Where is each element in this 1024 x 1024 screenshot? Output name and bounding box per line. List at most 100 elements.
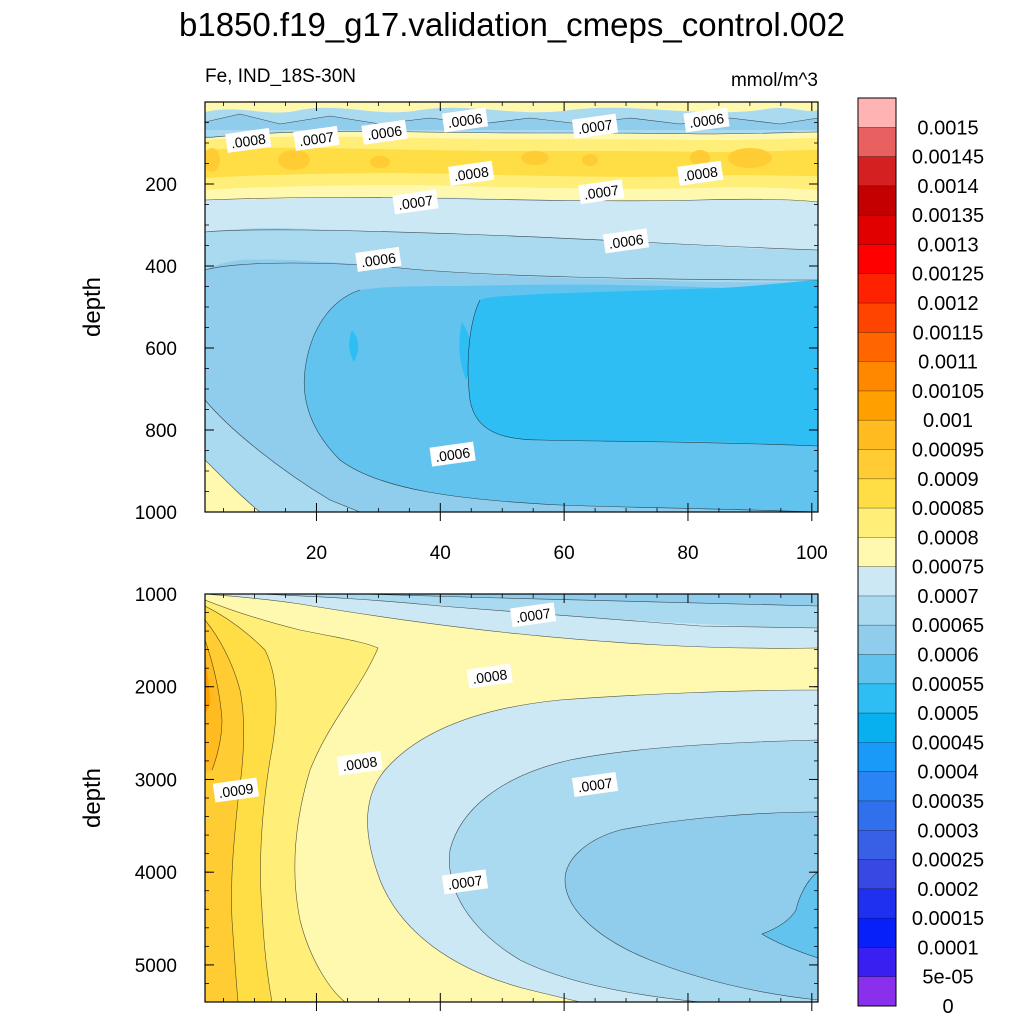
contour-label: .0007 [571, 772, 619, 797]
contour-label: .0009 [212, 777, 259, 803]
contour-label: .0007 [509, 602, 557, 628]
contour-label-box [448, 160, 495, 186]
colorbar-swatch [858, 244, 896, 275]
contour-label-box [225, 127, 272, 153]
contour-label-text: .0007 [447, 872, 484, 893]
contour-label: .0007 [571, 113, 619, 139]
colorbar-label: 0.00135 [912, 205, 984, 227]
contour-label-text: .0007 [298, 129, 335, 150]
colorbar-swatch [858, 420, 896, 450]
colorbar-label: 0.00125 [912, 264, 984, 286]
contour-label: .0007 [392, 189, 439, 215]
contour-label-box [336, 750, 383, 776]
colorbar-swatch [858, 537, 896, 568]
contour-label-box [293, 125, 340, 151]
colorbar-label: 0.0007 [917, 586, 978, 608]
colorbar-swatch [858, 654, 896, 685]
colorbar-swatch [858, 127, 896, 158]
contour-label-text: .0008 [682, 163, 719, 184]
upper-contour-fill [205, 102, 818, 512]
contour-label-text: .0006 [608, 231, 645, 252]
panel-subtitle: Fe, IND_18S-30N [205, 66, 356, 87]
colorbar-swatch [858, 976, 896, 1007]
colorbar-label: 0.0014 [917, 176, 978, 198]
x-tick-label: 100 [796, 543, 828, 564]
colorbar-swatch [858, 683, 896, 714]
colorbar-label: 0.0015 [917, 117, 978, 139]
colorbar-label: 0.0004 [917, 762, 978, 784]
contour-label-text: .0008 [341, 753, 378, 774]
contour-label-box [441, 107, 489, 133]
colorbar-label: 0.00035 [912, 791, 984, 813]
colorbar-swatch [858, 478, 896, 509]
contour-label-box [361, 119, 408, 145]
lower-contour-labels: .0007 .0008 .0008 .0007 .0009 .0007 [212, 602, 619, 895]
colorbar-swatch [858, 566, 896, 597]
contour-label-text: .0006 [434, 444, 471, 465]
colorbar-label: 0.0013 [917, 234, 978, 256]
colorbar-swatch [858, 303, 896, 333]
colorbar-swatch [858, 888, 896, 919]
colorbar-label: 0.00075 [912, 557, 984, 579]
contour-label-text: .0006 [688, 110, 725, 131]
contour-label: .0006 [361, 119, 408, 145]
contour-label-box [441, 869, 489, 895]
contour-label: .0008 [466, 663, 513, 689]
colorbar-swatch [858, 332, 896, 363]
colorbar-label: 0.0001 [917, 937, 978, 959]
colorbar-swatch [858, 713, 896, 743]
contour-label-box [355, 246, 402, 272]
contour-label: .0008 [448, 160, 495, 186]
contour-label-box [602, 228, 650, 254]
upper-ticks: 200 400 600 800 1000 20 40 60 80 100 [135, 101, 828, 564]
colorbar-swatch [858, 771, 896, 802]
contour-label: .0006 [355, 246, 402, 272]
y-tick-label: 5000 [135, 956, 177, 977]
colorbar: 0.0015 0.00145 0.0014 0.00135 0.0013 0.00125 0… [857, 97, 984, 1018]
colorbar-swatch [858, 98, 896, 128]
contour-label-box [392, 189, 439, 215]
colorbar-label: 0 [942, 996, 953, 1018]
contour-label: .0008 [336, 750, 383, 776]
contour-label-text: .0008 [230, 131, 267, 152]
colorbar-label: 0.0011 [918, 352, 978, 374]
y-tick-label: 800 [145, 421, 177, 442]
contour-label-box [683, 107, 730, 133]
y-tick-label: 400 [145, 257, 177, 278]
colorbar-label: 0.00025 [912, 850, 984, 872]
lower-contour-fill [205, 594, 818, 1002]
x-tick-label: 60 [554, 543, 575, 564]
contour-label: .0006 [429, 441, 476, 467]
contour-label: .0006 [441, 107, 489, 133]
contour-label-box [578, 179, 625, 205]
colorbar-frame [857, 97, 897, 1007]
colorbar-swatch [858, 215, 896, 245]
colorbar-label: 0.001 [923, 410, 973, 432]
colorbar-swatch [858, 390, 896, 421]
contour-label: .0007 [293, 125, 340, 151]
colorbar-swatch [858, 742, 896, 773]
colorbar-swatch [858, 185, 896, 216]
contour-label-text: .0006 [366, 122, 403, 143]
y-tick-label: 1000 [135, 503, 177, 524]
colorbar-label: 0.0008 [917, 527, 978, 549]
contour-label-box [429, 441, 476, 467]
contour-label-text: .0008 [453, 163, 490, 184]
contour-label-box [212, 777, 259, 803]
colorbar-label: 0.00015 [912, 908, 984, 930]
colorbar-swatch [858, 947, 896, 978]
y-tick-label: 3000 [135, 770, 177, 791]
colorbar-label: 0.00055 [912, 674, 984, 696]
contour-label-box [571, 772, 619, 797]
colorbar-swatch [858, 918, 896, 948]
y-tick-label: 4000 [135, 863, 177, 884]
colorbar-swatch [858, 156, 896, 187]
contour-label: .0006 [683, 107, 730, 133]
contour-label-text: .0007 [577, 116, 614, 137]
contour-label-text: .0009 [217, 780, 254, 801]
contour-label: .0007 [441, 869, 489, 895]
colorbar-label: 0.00145 [912, 147, 984, 169]
